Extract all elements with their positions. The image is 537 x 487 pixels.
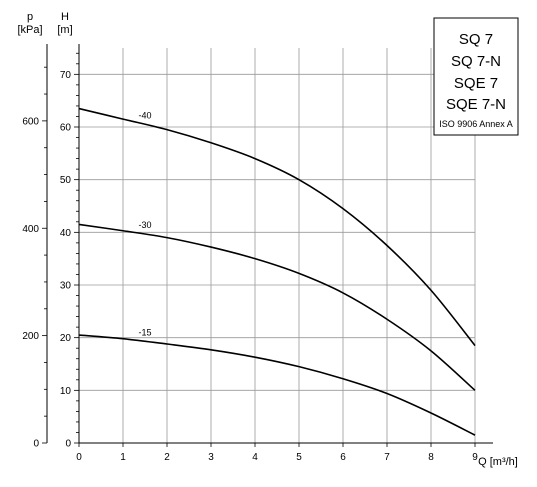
curves: -40 -30 -15 — [78, 107, 476, 436]
x-axis-tick-label: 5 — [296, 452, 302, 463]
x-axis-tick-label: 4 — [252, 452, 258, 463]
h-axis-tick-label: 70 — [60, 70, 72, 81]
series-line — [78, 107, 476, 347]
model-name-3: SQE 7 — [454, 75, 498, 92]
x-axis-tick-label: 8 — [428, 452, 434, 463]
x-axis-tick-label: 0 — [76, 452, 82, 463]
model-name-4: SQE 7-N — [446, 96, 506, 113]
p-axis-tick-label: 0 — [33, 439, 39, 450]
grid — [78, 48, 476, 443]
h-axis-tick-label: 50 — [60, 175, 72, 186]
series-label: -30 — [138, 220, 151, 230]
p-axis-tick-label: 600 — [22, 116, 39, 127]
h-axis-tick-label: 30 — [60, 281, 72, 292]
h-axis-symbol: H — [61, 11, 69, 23]
h-axis-tick-label: 60 — [60, 123, 72, 134]
series-line — [78, 223, 476, 391]
p-axis-unit: [kPa] — [17, 24, 42, 36]
h-axis-unit: [m] — [57, 24, 72, 36]
model-legend-box: SQ 7 SQ 7-N SQE 7 SQE 7-N ISO 9906 Annex… — [433, 17, 519, 136]
model-name-1: SQ 7 — [459, 31, 493, 48]
x-axis-tick-label: 1 — [120, 452, 126, 463]
p-axis-tick-label: 200 — [22, 331, 39, 342]
series-label: -40 — [138, 110, 151, 120]
p-axis-symbol: p — [27, 11, 33, 23]
x-axis-label: Q [m³/h] — [478, 456, 518, 468]
axes: 0 10 20 30 40 50 60 70 0 1 2 3 4 5 6 7 8 9 0 200 400 600 — [22, 44, 493, 463]
iso-standard-label: ISO 9906 Annex A — [439, 119, 513, 129]
h-axis-tick-label: 40 — [60, 228, 72, 239]
series-line — [78, 334, 476, 436]
x-axis-tick-label: 2 — [164, 452, 170, 463]
model-name-2: SQ 7-N — [451, 53, 501, 70]
x-axis-tick-label: 3 — [208, 452, 214, 463]
series-label: -15 — [138, 327, 151, 337]
x-axis-tick-label: 7 — [384, 452, 390, 463]
h-axis-tick-label: 20 — [60, 333, 72, 344]
h-axis-tick-label: 10 — [60, 386, 72, 397]
x-axis-tick-label: 9 — [472, 452, 478, 463]
x-axis-tick-label: 6 — [340, 452, 346, 463]
h-axis-tick-label: 0 — [65, 439, 71, 450]
p-axis-tick-label: 400 — [22, 224, 39, 235]
